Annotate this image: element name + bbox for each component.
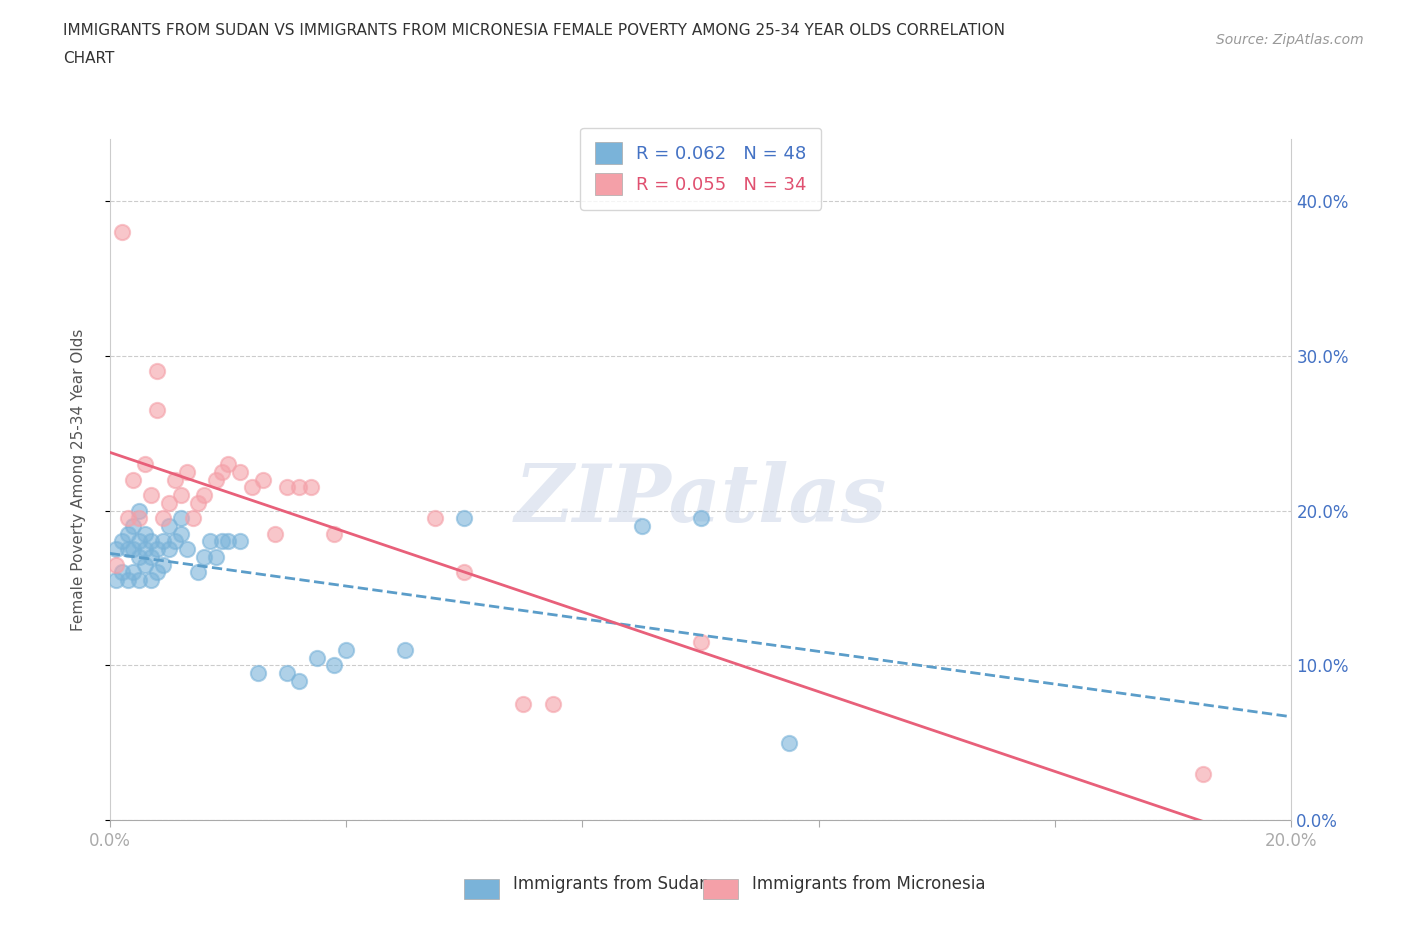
- Point: [276, 480, 298, 495]
- Point: [264, 526, 287, 541]
- Point: [128, 550, 150, 565]
- Point: [104, 557, 127, 572]
- Point: [778, 736, 800, 751]
- Point: [122, 542, 145, 557]
- Point: [246, 666, 269, 681]
- Point: [193, 487, 215, 502]
- Point: [157, 519, 180, 534]
- Point: [240, 480, 263, 495]
- Point: [187, 496, 209, 511]
- Point: [423, 511, 446, 525]
- Point: [630, 519, 652, 534]
- Point: [152, 557, 174, 572]
- Point: [323, 526, 346, 541]
- Point: [170, 487, 193, 502]
- Point: [335, 643, 357, 658]
- Point: [163, 472, 186, 487]
- Text: ZIPatlas: ZIPatlas: [515, 461, 887, 538]
- Point: [1192, 766, 1215, 781]
- Point: [104, 542, 127, 557]
- Point: [689, 634, 711, 649]
- Point: [205, 472, 228, 487]
- Text: IMMIGRANTS FROM SUDAN VS IMMIGRANTS FROM MICRONESIA FEMALE POVERTY AMONG 25-34 Y: IMMIGRANTS FROM SUDAN VS IMMIGRANTS FROM…: [63, 23, 1005, 38]
- Legend: R = 0.062   N = 48, R = 0.055   N = 34: R = 0.062 N = 48, R = 0.055 N = 34: [581, 127, 821, 209]
- Point: [117, 511, 139, 525]
- Point: [176, 464, 198, 479]
- Point: [181, 511, 204, 525]
- Text: Immigrants from Sudan: Immigrants from Sudan: [513, 875, 710, 893]
- Point: [157, 496, 180, 511]
- Point: [134, 542, 156, 557]
- Point: [541, 697, 564, 711]
- Point: [146, 364, 169, 379]
- Point: [134, 457, 156, 472]
- Point: [117, 542, 139, 557]
- Point: [122, 565, 145, 580]
- Point: [146, 542, 169, 557]
- Point: [187, 565, 209, 580]
- Text: Source: ZipAtlas.com: Source: ZipAtlas.com: [1216, 33, 1364, 46]
- Point: [453, 511, 475, 525]
- Point: [453, 565, 475, 580]
- Point: [122, 472, 145, 487]
- Point: [217, 534, 239, 549]
- Point: [141, 487, 163, 502]
- Point: [111, 565, 134, 580]
- Point: [104, 573, 127, 588]
- Point: [252, 472, 274, 487]
- Y-axis label: Female Poverty Among 25-34 Year Olds: Female Poverty Among 25-34 Year Olds: [72, 328, 86, 631]
- Point: [512, 697, 534, 711]
- Text: CHART: CHART: [63, 51, 115, 66]
- Point: [288, 480, 311, 495]
- Point: [211, 464, 233, 479]
- Point: [122, 519, 145, 534]
- Point: [288, 673, 311, 688]
- Point: [193, 550, 215, 565]
- Point: [111, 224, 134, 239]
- Point: [323, 658, 346, 672]
- Point: [152, 511, 174, 525]
- Point: [305, 650, 328, 665]
- Point: [689, 511, 711, 525]
- Point: [146, 403, 169, 418]
- Point: [229, 534, 252, 549]
- Point: [141, 550, 163, 565]
- Point: [128, 573, 150, 588]
- Point: [211, 534, 233, 549]
- Point: [299, 480, 322, 495]
- Point: [394, 643, 416, 658]
- Point: [117, 573, 139, 588]
- Point: [141, 573, 163, 588]
- Point: [128, 503, 150, 518]
- Point: [111, 534, 134, 549]
- Point: [176, 542, 198, 557]
- Point: [170, 526, 193, 541]
- Point: [229, 464, 252, 479]
- Point: [205, 550, 228, 565]
- Point: [163, 534, 186, 549]
- Point: [217, 457, 239, 472]
- Point: [146, 565, 169, 580]
- Point: [117, 526, 139, 541]
- Point: [128, 534, 150, 549]
- Point: [200, 534, 222, 549]
- Point: [128, 511, 150, 525]
- Point: [276, 666, 298, 681]
- Point: [157, 542, 180, 557]
- Point: [134, 526, 156, 541]
- Point: [170, 511, 193, 525]
- Point: [134, 557, 156, 572]
- Point: [152, 534, 174, 549]
- Point: [141, 534, 163, 549]
- Text: Immigrants from Micronesia: Immigrants from Micronesia: [752, 875, 986, 893]
